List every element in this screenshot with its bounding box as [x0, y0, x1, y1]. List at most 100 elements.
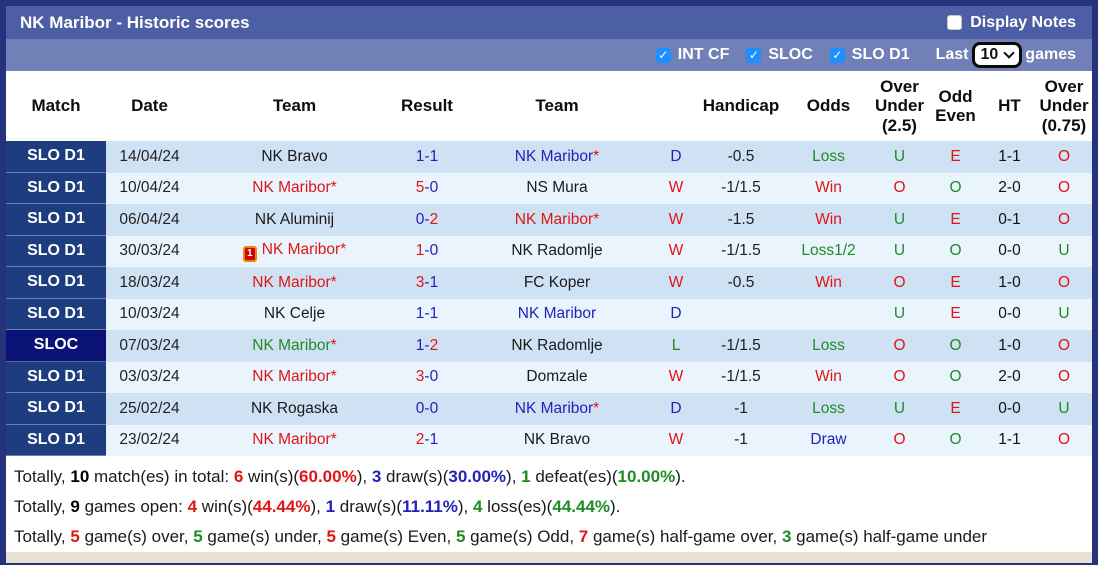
over-under-075-cell: U: [1058, 399, 1070, 417]
title-bar: NK Maribor - Historic scores Display Not…: [6, 6, 1092, 39]
ht-cell: 1-1: [998, 431, 1021, 449]
table-body: SLO D1 14/04/24 NK Bravo 1-1 NK Maribor* D -0.…: [6, 141, 1092, 456]
match-league-badge: SLO D1: [6, 204, 106, 236]
col-header-over-under-075: Over Under (0.75): [1039, 77, 1089, 135]
games-count-value: 10: [980, 46, 999, 63]
match-league-badge: SLO D1: [6, 361, 106, 393]
away-team-cell: Domzale: [526, 368, 588, 386]
over-under-25-cell: O: [893, 179, 906, 197]
league-filter-slo-d1[interactable]: ✓ SLO D1: [829, 46, 910, 64]
bottom-strip: [6, 552, 1092, 563]
table-row: SLO D1 10/04/24 NK Maribor* 5-0 NS Mura W -1/1…: [6, 172, 1092, 204]
wdl-cell: W: [668, 242, 684, 260]
display-notes-checkbox[interactable]: [947, 15, 963, 30]
col-header-ht: HT: [998, 96, 1021, 116]
home-team-cell: NK Maribor*: [252, 179, 337, 197]
display-notes-label: Display Notes: [970, 13, 1076, 31]
handicap-cell: -1/1.5: [721, 368, 761, 386]
match-league-badge: SLO D1: [6, 172, 106, 204]
handicap-cell: -0.5: [727, 273, 755, 291]
ht-cell: 1-0: [998, 273, 1021, 291]
league-filter-sloc[interactable]: ✓ SLOC: [746, 46, 813, 64]
date-cell: 14/04/24: [119, 147, 180, 165]
result-cell: 1-0: [415, 242, 439, 260]
ht-cell: 0-0: [998, 399, 1021, 417]
odds-cell: Win: [815, 210, 842, 228]
odd-even-cell: O: [949, 368, 962, 386]
odds-cell: Win: [815, 368, 842, 386]
over-under-075-cell: U: [1058, 305, 1070, 323]
result-cell: 3-0: [415, 368, 439, 386]
date-cell: 10/03/24: [119, 305, 180, 323]
table-row: SLO D1 23/02/24 NK Maribor* 2-1 NK Bravo W -1 D…: [6, 424, 1092, 456]
home-team-cell: NK Maribor*: [252, 273, 337, 291]
games-count-select[interactable]: 10: [971, 42, 1023, 68]
table-row: SLO D1 25/02/24 NK Rogaska 0-0 NK Maribor* D -…: [6, 393, 1092, 425]
col-header-result: Result: [401, 96, 453, 116]
result-cell: 2-1: [415, 431, 439, 449]
league-filter-label: INT CF: [677, 46, 730, 63]
handicap-cell: -1/1.5: [721, 336, 761, 354]
date-cell: 06/04/24: [119, 210, 180, 228]
wdl-cell: W: [668, 431, 684, 449]
home-team-cell: NK Bravo: [261, 147, 328, 165]
match-league-badge: SLO D1: [6, 267, 106, 299]
odd-even-cell: E: [950, 399, 961, 417]
ht-cell: 1-1: [998, 147, 1021, 165]
away-team-cell: NK Bravo: [523, 431, 591, 449]
odd-even-cell: O: [949, 179, 962, 197]
checkbox-checked-icon[interactable]: ✓: [746, 47, 762, 63]
star-marker: *: [330, 336, 337, 354]
over-under-25-cell: U: [893, 147, 906, 165]
star-marker: *: [593, 399, 600, 417]
result-cell: 1-2: [415, 336, 439, 354]
ht-cell: 2-0: [998, 179, 1021, 197]
col-header-date: Date: [131, 96, 168, 116]
date-cell: 03/03/24: [119, 368, 180, 386]
ht-cell: 0-0: [998, 242, 1021, 260]
over-under-25-cell: U: [893, 305, 906, 323]
over-under-075-cell: O: [1057, 273, 1071, 291]
league-filter-int-cf[interactable]: ✓ INT CF: [655, 46, 730, 64]
table-row: SLO D1 06/04/24 NK Aluminij 0-2 NK Maribor* W…: [6, 204, 1092, 236]
wdl-cell: W: [668, 273, 684, 291]
games-label: games: [1025, 46, 1076, 63]
checkbox-checked-icon[interactable]: ✓: [655, 47, 671, 63]
home-team-cell: NK Celje: [263, 305, 326, 323]
chevron-down-icon: [1003, 47, 1015, 59]
col-header-team-away: Team: [535, 96, 579, 116]
table-row: SLO D1 18/03/24 NK Maribor* 3-1 FC Koper W -0.…: [6, 267, 1092, 299]
wdl-cell: L: [671, 336, 681, 354]
star-marker: *: [330, 273, 337, 291]
odd-even-cell: E: [950, 273, 961, 291]
date-cell: 18/03/24: [119, 273, 180, 291]
wdl-cell: D: [670, 305, 682, 323]
table-row: SLO D1 30/03/24 1 NK Maribor* 1-0 NK Radomlje…: [6, 235, 1092, 267]
away-team-cell: NS Mura: [526, 179, 588, 197]
star-marker: *: [330, 431, 337, 449]
table-row: SLOC 07/03/24 NK Maribor* 1-2 NK Radomlje L -1…: [6, 330, 1092, 362]
over-under-25-cell: O: [893, 336, 906, 354]
col-header-odds: Odds: [806, 96, 851, 116]
col-header-match: Match: [31, 96, 81, 116]
last-label: Last: [935, 46, 969, 63]
away-team-cell: FC Koper: [523, 273, 591, 291]
odd-even-cell: E: [950, 147, 961, 165]
odd-even-cell: E: [950, 210, 961, 228]
over-under-075-cell: O: [1057, 336, 1071, 354]
red-card-badge: 1: [242, 245, 257, 262]
odd-even-cell: O: [949, 242, 962, 260]
wdl-cell: W: [668, 368, 684, 386]
league-filters: ✓ INT CF ✓ SLOC ✓ SLO D1: [639, 46, 910, 64]
odd-even-cell: E: [950, 305, 961, 323]
table-row: SLO D1 03/03/24 NK Maribor* 3-0 Domzale W -1/1…: [6, 361, 1092, 393]
odds-cell: Draw: [810, 431, 847, 449]
match-league-badge: SLO D1: [6, 141, 106, 173]
checkbox-checked-icon[interactable]: ✓: [829, 47, 845, 63]
star-marker: *: [593, 210, 600, 228]
over-under-25-cell: O: [893, 273, 906, 291]
date-cell: 07/03/24: [119, 336, 180, 354]
display-notes-toggle[interactable]: Display Notes: [947, 14, 1076, 32]
table-row: SLO D1 10/03/24 NK Celje 1-1 NK Maribor D U E 0-…: [6, 298, 1092, 330]
